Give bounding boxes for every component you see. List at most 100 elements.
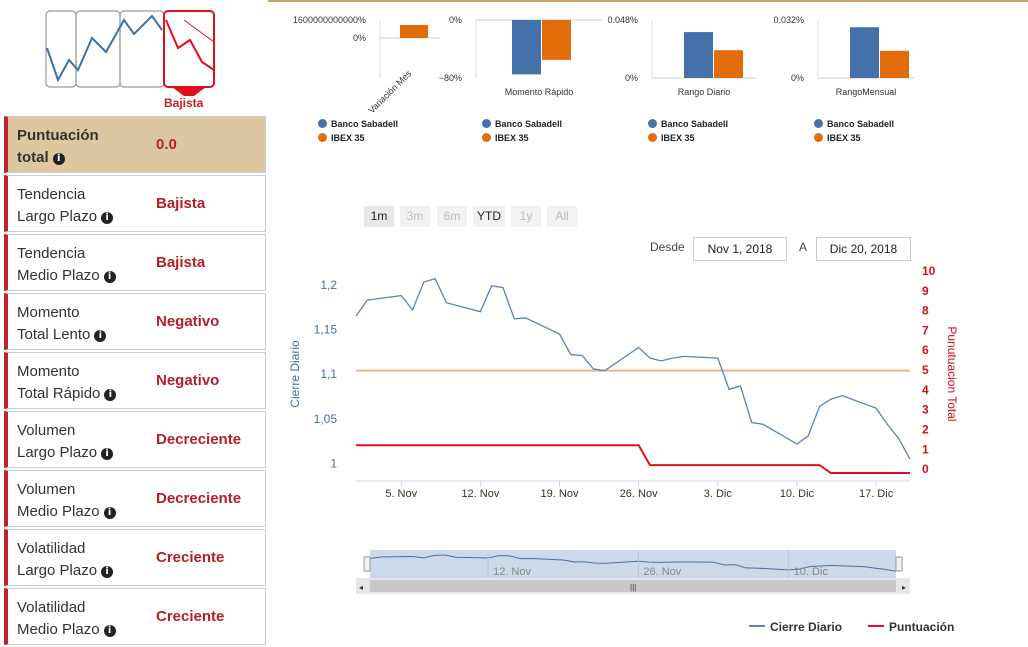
- y-axis-title: Cierre Diario: [288, 340, 302, 408]
- navigator-svg[interactable]: 12. Nov 26. Nov 10. Dic ◂ ▸ |||: [356, 550, 910, 594]
- x-tick-label: 10. Dic: [780, 488, 815, 500]
- y-tick-label: 1,2: [320, 278, 337, 292]
- mini-legend-label: IBEX 35: [827, 133, 861, 143]
- scroll-left-arrow-icon[interactable]: ◂: [359, 583, 363, 592]
- navigator[interactable]: 12. Nov 26. Nov 10. Dic ◂ ▸ |||: [356, 550, 910, 594]
- mini-legend-item[interactable]: IBEX 35: [648, 131, 728, 145]
- legend-score-swatch: [868, 625, 884, 627]
- navigator-label: 10. Dic: [794, 566, 829, 578]
- range-button-3m[interactable]: 3m: [400, 206, 430, 227]
- scroll-right-arrow-icon[interactable]: ▸: [902, 583, 906, 592]
- to-date-input[interactable]: Dic 20, 2018: [816, 237, 911, 261]
- info-icon[interactable]: i: [104, 389, 117, 401]
- scroll-grip-icon[interactable]: |||: [630, 583, 636, 592]
- score-name: Volumen Largo Plazo i: [17, 420, 152, 464]
- mini-legend-item[interactable]: Banco Sabadell: [482, 117, 562, 131]
- legend-dot: [482, 119, 491, 128]
- y-tick-label: 1,15: [314, 323, 338, 337]
- score-name-line1: Momento: [17, 363, 80, 380]
- score-name-line2: Medio Plazo: [17, 267, 100, 284]
- mini-xlabel: Momento Rápido: [505, 87, 574, 97]
- y-right-tick-label: 8: [922, 304, 929, 318]
- score-name-line1: Volatilidad: [17, 599, 86, 616]
- info-icon[interactable]: i: [101, 212, 114, 224]
- score-row: Volumen Largo Plazo i Decreciente: [4, 411, 266, 468]
- mini-ytick: 0.032%: [773, 15, 804, 25]
- x-tick-label: 3. Dic: [704, 488, 733, 500]
- y-right-tick-label: 2: [922, 422, 929, 436]
- legend-dot: [648, 133, 657, 142]
- mini-bar: [880, 50, 909, 78]
- range-button-ytd[interactable]: YTD: [473, 206, 505, 227]
- score-value: Negativo: [156, 313, 220, 330]
- range-button-6m[interactable]: 6m: [437, 206, 467, 227]
- mini-chart-2: 0% −80% Momento Rápido: [439, 15, 602, 97]
- score-name-line2: Largo Plazo: [17, 444, 98, 461]
- score-value: Creciente: [156, 549, 225, 566]
- score-name-line2: Largo Plazo: [17, 562, 98, 579]
- mini-legend-item[interactable]: Banco Sabadell: [814, 117, 894, 131]
- score-row-total: Puntuación total i 0.0: [4, 116, 266, 173]
- navigator-handle-left[interactable]: [363, 556, 371, 572]
- range-button-1m[interactable]: 1m: [364, 206, 394, 227]
- mini-legend-label: Banco Sabadell: [661, 119, 729, 129]
- score-name-line1: Puntuación: [17, 127, 99, 144]
- score-row: Tendencia Medio Plazo i Bajista: [4, 234, 266, 291]
- score-table: Puntuación total i 0.0 Tendencia Largo Plazo i…: [4, 116, 266, 647]
- mini-bar: [542, 20, 571, 60]
- score-row: Momento Total Lento i Negativo: [4, 293, 266, 350]
- mini-xlabel: RangoMensual: [836, 87, 897, 97]
- score-name: Volatilidad Medio Plazo i: [17, 597, 152, 641]
- mini-legend-item[interactable]: Banco Sabadell: [648, 117, 728, 131]
- mini-legend-item[interactable]: IBEX 35: [814, 131, 894, 145]
- from-date-input[interactable]: Nov 1, 2018: [693, 237, 787, 261]
- y-right-tick-label: 7: [922, 323, 929, 337]
- score-name-line2: Medio Plazo: [17, 621, 100, 638]
- legend-score-label: Puntuación: [889, 620, 955, 634]
- score-name: Tendencia Largo Plazo i: [17, 184, 152, 228]
- score-name: Volumen Medio Plazo i: [17, 479, 152, 523]
- legend-score[interactable]: Puntuación: [868, 620, 954, 634]
- navigator-label: 12. Nov: [493, 566, 531, 578]
- score-name: Puntuación total i: [17, 125, 152, 169]
- info-icon[interactable]: i: [94, 330, 107, 342]
- trend-line-up: [46, 14, 163, 83]
- mini-legend-label: Banco Sabadell: [827, 119, 895, 129]
- legend-dot: [814, 119, 823, 128]
- range-button-all[interactable]: All: [547, 206, 577, 227]
- mini-bar: [850, 27, 879, 78]
- mini-ytick: 0%: [625, 73, 638, 83]
- score-value: Bajista: [156, 195, 206, 212]
- trend-pointer-icon: [172, 87, 206, 96]
- mini-ytick: 0%: [791, 73, 804, 83]
- mini-legend-item[interactable]: IBEX 35: [318, 131, 398, 145]
- info-icon[interactable]: i: [101, 566, 114, 578]
- x-tick-label: 12. Nov: [461, 488, 499, 500]
- y-tick-label: 1,1: [320, 367, 337, 381]
- info-icon[interactable]: i: [52, 153, 65, 165]
- legend-close[interactable]: Cierre Diario: [749, 620, 842, 634]
- mini-legend-item[interactable]: Banco Sabadell: [318, 117, 398, 131]
- x-tick-label: 26. Nov: [620, 488, 658, 500]
- score-row: Momento Total Rápido i Negativo: [4, 352, 266, 409]
- info-icon[interactable]: i: [103, 625, 116, 637]
- mini-legend-item[interactable]: IBEX 35: [482, 131, 562, 145]
- score-row: Tendencia Largo Plazo i Bajista: [4, 175, 266, 232]
- navigator-label: 26. Nov: [643, 566, 681, 578]
- y-right-tick-label: 6: [922, 343, 929, 357]
- legend-dot: [648, 119, 657, 128]
- score-value: Negativo: [156, 372, 220, 389]
- score-name-line2: Medio Plazo: [17, 503, 100, 520]
- score-value: Decreciente: [156, 490, 242, 507]
- mini-chart-4: 0.032% 0% RangoMensual: [773, 15, 914, 97]
- y-right-tick-label: 3: [922, 403, 929, 417]
- info-icon[interactable]: i: [103, 271, 116, 283]
- range-button-1y[interactable]: 1y: [511, 206, 541, 227]
- navigator-handle-right[interactable]: [895, 556, 903, 572]
- info-icon[interactable]: i: [103, 507, 116, 519]
- mini-chart-1: 1600000000000%0%Variación Mes: [293, 15, 440, 115]
- legend-close-swatch: [749, 625, 765, 627]
- navigator-scroll-thumb[interactable]: [370, 580, 896, 592]
- mini-ytick: 0.048%: [607, 15, 638, 25]
- info-icon[interactable]: i: [101, 448, 114, 460]
